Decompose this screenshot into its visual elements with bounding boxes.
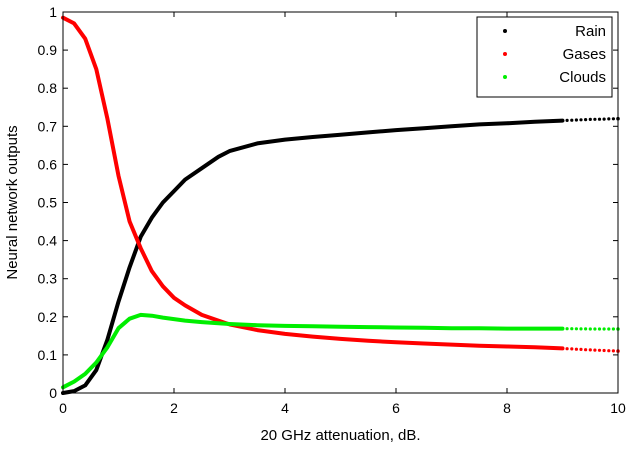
series-clouds-line — [61, 312, 565, 390]
series-clouds-point — [584, 327, 588, 331]
y-tick-label: 1 — [49, 4, 57, 20]
series-rain-point — [579, 118, 583, 122]
series-clouds-point — [588, 327, 592, 331]
legend-box — [476, 16, 613, 98]
series-rain-point — [560, 119, 565, 123]
y-tick-label: 0.7 — [38, 118, 58, 134]
y-axis-title: Neural network outputs — [4, 125, 21, 279]
series-rain-point — [565, 118, 569, 122]
x-tick-label: 0 — [59, 400, 67, 416]
series-rain-point — [584, 118, 588, 122]
x-tick-label: 10 — [610, 400, 626, 416]
series-gases-point — [560, 346, 565, 350]
series-clouds-point — [560, 327, 565, 331]
series-rain-point — [570, 118, 574, 122]
series-rain-point — [602, 117, 606, 121]
series-clouds-point — [597, 327, 602, 331]
legend-label-clouds: Clouds — [559, 69, 606, 86]
ticks-layer: 0 2 4 6 8 10 0 0.1 0.2 0.3 0.4 0.5 0.6 0.7 0.8 0.9 1 — [38, 4, 626, 416]
y-tick-label: 0.8 — [38, 80, 58, 96]
legend-marker-clouds — [503, 75, 507, 79]
series-rain-point — [574, 118, 579, 122]
y-tick-label: 0.6 — [38, 156, 58, 172]
y-tick-label: 0 — [49, 385, 57, 401]
x-tick-label: 8 — [503, 400, 511, 416]
legend-items: Rain Gases Clouds — [503, 23, 606, 86]
series-gases-point — [602, 348, 606, 353]
series-clouds-point — [565, 327, 569, 331]
series-gases-point — [579, 347, 583, 351]
series-gases-point — [588, 348, 592, 352]
series-clouds-point — [574, 327, 579, 331]
series-gases-point — [611, 349, 616, 353]
legend-label-gases: Gases — [563, 46, 606, 63]
plot-layer — [61, 15, 620, 395]
series-rain-point — [593, 117, 597, 121]
y-tick-label: 0.9 — [38, 42, 58, 58]
y-tick-label: 0.4 — [38, 233, 58, 249]
x-tick-label: 2 — [170, 400, 178, 416]
series-gases-point — [570, 347, 574, 351]
series-clouds-point — [602, 327, 606, 331]
series-clouds-point — [611, 327, 616, 331]
series-rain-line — [61, 118, 565, 395]
series-clouds-point — [570, 327, 574, 331]
legend-marker-gases — [503, 52, 507, 56]
series-clouds-point — [593, 327, 597, 331]
series-gases-point — [593, 348, 597, 352]
x-tick-label: 6 — [392, 400, 400, 416]
series-rain-point — [611, 117, 616, 121]
x-tick-label: 4 — [281, 400, 289, 416]
series-clouds-point — [607, 327, 611, 331]
y-tick-label: 0.5 — [38, 195, 58, 211]
y-tick-label: 0.1 — [38, 347, 58, 363]
series-gases-line — [61, 15, 565, 351]
series-clouds-point — [579, 327, 583, 331]
series-gases-point — [565, 347, 569, 351]
x-axis-title: 20 GHz attenuation, dB. — [260, 427, 420, 444]
y-tick-label: 0.2 — [38, 309, 58, 325]
series-rain-point — [588, 117, 592, 121]
y-tick-label: 0.3 — [38, 271, 58, 287]
series-gases-point — [584, 348, 588, 352]
series-gases-point — [597, 348, 602, 352]
series-rain-point — [607, 117, 611, 121]
legend: Rain Gases Clouds — [476, 16, 613, 98]
legend-marker-rain — [503, 29, 507, 33]
series-rain-point — [597, 117, 602, 121]
series-gases-point — [607, 349, 611, 353]
series-gases-point — [574, 347, 579, 351]
legend-label-rain: Rain — [575, 23, 606, 40]
